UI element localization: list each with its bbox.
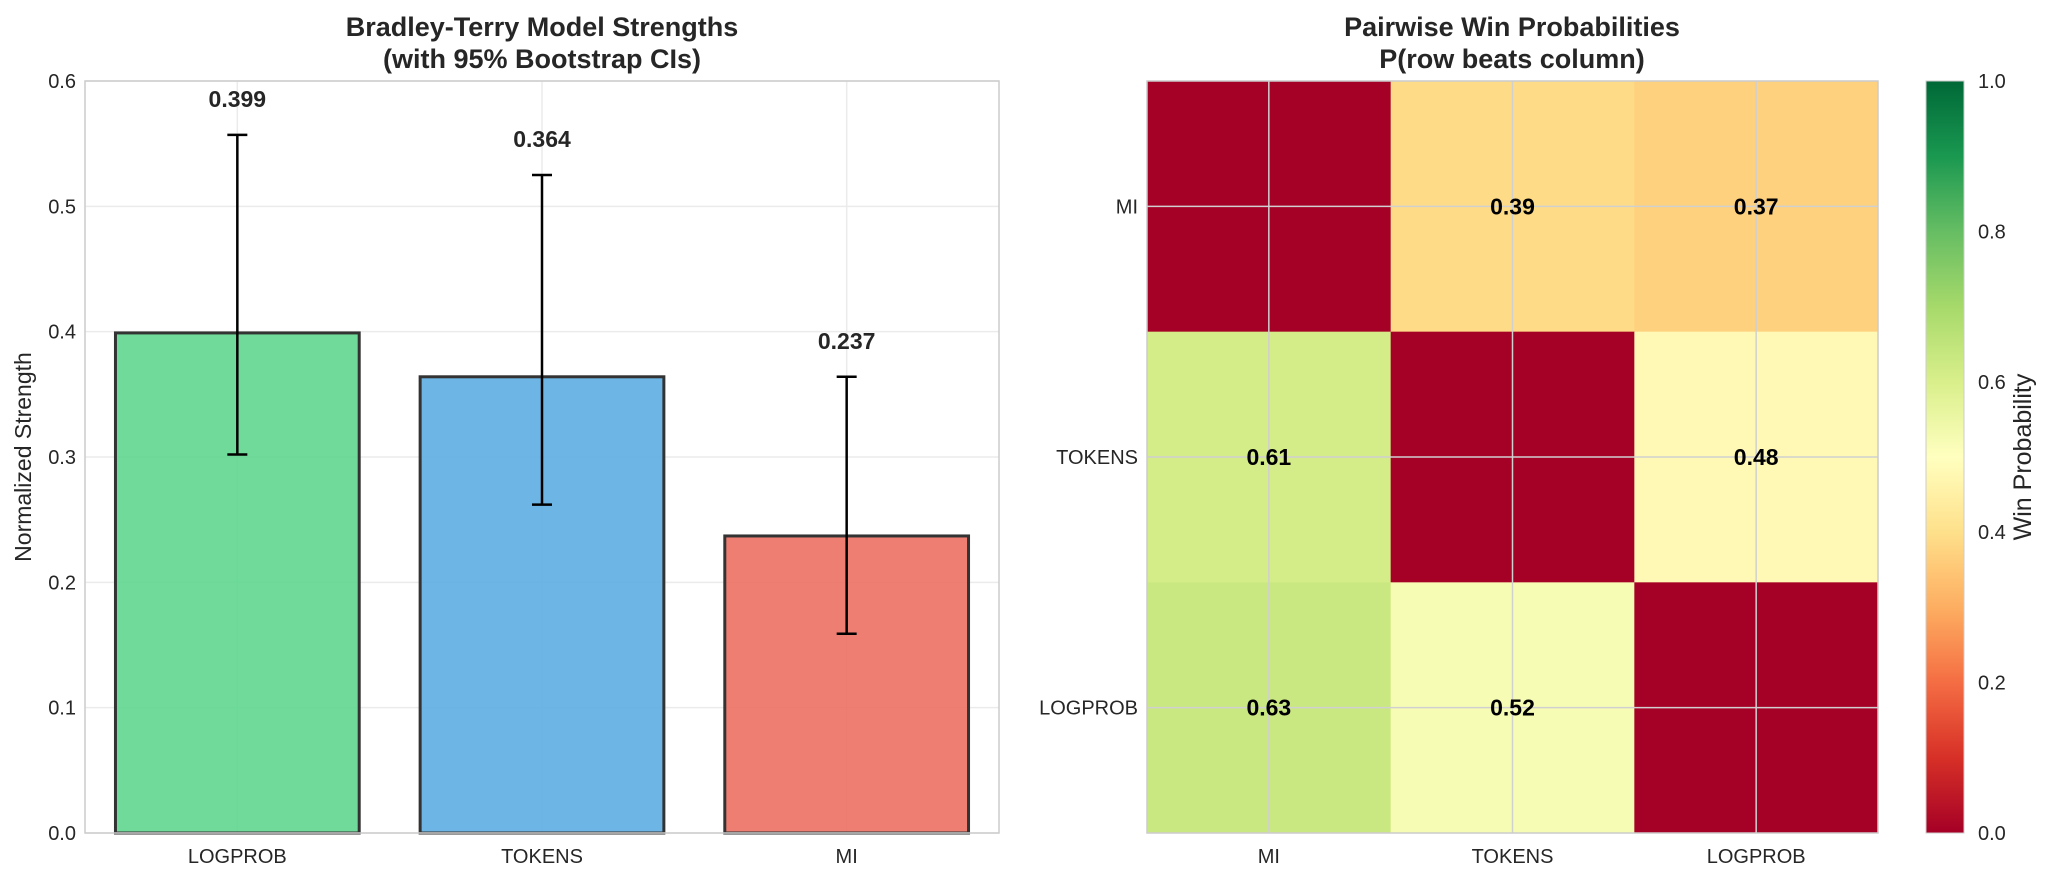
colorbar-tick-label: 0.0 xyxy=(1978,823,2006,845)
colorbar-ticks: 0.0 0.2 0.4 0.6 0.8 1.0 xyxy=(1978,71,2006,845)
bar-value-label: 0.399 xyxy=(209,86,267,112)
heatmap-gridlines xyxy=(1147,81,1878,833)
heatmap-title-line1: Pairwise Win Probabilities xyxy=(1344,12,1680,42)
bar-chart-y-axis-label: Normalized Strength xyxy=(10,352,36,562)
colorbar-tick-label: 0.6 xyxy=(1978,372,2006,394)
bar-chart-x-tick-label: TOKENS xyxy=(501,846,583,868)
heatmap-cell-label: 0.63 xyxy=(1246,695,1291,721)
heatmap-cell-label: 0.39 xyxy=(1490,193,1535,219)
bar-chart-x-ticks: LOGPROB TOKENS MI xyxy=(188,846,858,868)
heatmap: Pairwise Win Probabilities P(row beats c… xyxy=(1039,12,2037,868)
heatmap-cell-labels: 0.39 0.37 0.61 0.48 0.63 0.52 xyxy=(1246,193,1778,720)
heatmap-column-label: TOKENS xyxy=(1472,846,1554,868)
colorbar-tick-label: 0.4 xyxy=(1978,522,2006,544)
heatmap-cell-label: 0.37 xyxy=(1734,193,1779,219)
bar-chart-y-tick-label: 0.6 xyxy=(48,71,76,93)
bar-chart-title-line2: (with 95% Bootstrap CIs) xyxy=(383,44,701,74)
bar-chart-x-tick-label: MI xyxy=(836,846,858,868)
colorbar xyxy=(1925,80,1965,834)
bar-chart-y-ticks: 0.0 0.1 0.2 0.3 0.4 0.5 0.6 xyxy=(48,71,76,845)
heatmap-column-label: MI xyxy=(1258,846,1280,868)
colorbar-tick-label: 0.2 xyxy=(1978,673,2006,695)
bar-chart-error-bars xyxy=(227,133,857,635)
bar-chart-y-tick-label: 0.2 xyxy=(48,572,76,594)
heatmap-row-labels: MI TOKENS LOGPROB xyxy=(1039,196,1138,719)
colorbar-label: Win Probability xyxy=(2009,373,2037,540)
bar-value-label: 0.364 xyxy=(513,126,571,152)
bar-value-label: 0.237 xyxy=(818,328,876,354)
heatmap-row-label: MI xyxy=(1116,196,1138,218)
heatmap-row-label: TOKENS xyxy=(1056,447,1138,469)
bar-chart: Bradley-Terry Model Strengths (with 95% … xyxy=(10,12,1000,868)
heatmap-column-label: LOGPROB xyxy=(1707,846,1806,868)
heatmap-cell-label: 0.52 xyxy=(1490,695,1535,721)
bar-chart-x-tick-label: LOGPROB xyxy=(188,846,287,868)
bar-chart-y-tick-label: 0.5 xyxy=(48,196,76,218)
colorbar-tick-label: 0.8 xyxy=(1978,221,2006,243)
colorbar-tick-label: 1.0 xyxy=(1978,71,2006,93)
bar-chart-y-tick-label: 0.0 xyxy=(48,823,76,845)
heatmap-cell-label: 0.61 xyxy=(1246,444,1291,470)
bar-chart-title-line1: Bradley-Terry Model Strengths xyxy=(346,12,739,42)
bar-chart-value-labels: 0.399 0.364 0.237 xyxy=(209,86,876,354)
heatmap-frame xyxy=(1146,80,1879,834)
bar-chart-y-tick-label: 0.4 xyxy=(48,322,76,344)
bar-chart-frame xyxy=(84,80,1000,834)
heatmap-cell-label: 0.48 xyxy=(1734,444,1779,470)
heatmap-row-label: LOGPROB xyxy=(1039,698,1138,720)
heatmap-title-line2: P(row beats column) xyxy=(1379,44,1645,74)
bar-chart-y-tick-label: 0.1 xyxy=(48,698,76,720)
bar-chart-y-tick-label: 0.3 xyxy=(48,447,76,469)
heatmap-column-labels: MI TOKENS LOGPROB xyxy=(1258,846,1806,868)
